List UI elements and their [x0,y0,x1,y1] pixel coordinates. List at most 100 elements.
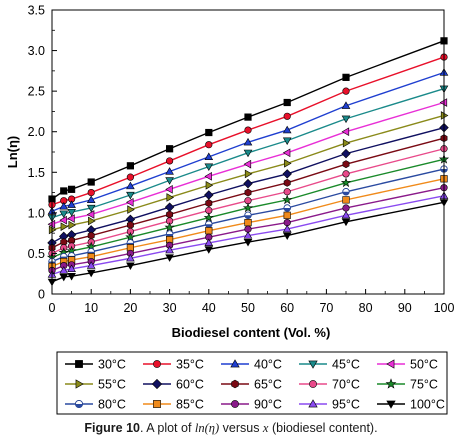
legend-entry: 55°C [65,378,126,392]
x-axis-label: Biodiesel content (Vol. %) [172,325,331,340]
data-point [283,112,291,120]
data-point [244,218,252,227]
data-point [341,115,351,124]
data-point [341,101,351,109]
data-point [204,152,214,160]
data-point [165,245,174,254]
data-point [205,227,213,235]
data-point [342,87,350,95]
legend-marker [309,380,317,388]
data-point [67,273,76,281]
data-point [203,212,214,223]
series-100°C [47,199,449,287]
legend-label: 35°C [176,358,204,372]
x-tick-label: 90 [398,301,412,315]
data-point [59,266,69,274]
data-point [284,159,292,168]
legend-label: 50°C [410,358,438,372]
legend-entry: 35°C [143,358,204,372]
data-point [59,215,67,225]
data-point [242,202,254,213]
caption-expr-ln-arg: (η) [204,421,220,435]
legend-label: 40°C [254,358,282,372]
legend-entry: 40°C [221,358,282,372]
legend-label: 85°C [176,398,204,412]
series-70°C [48,145,448,258]
legend-entry: 80°C [65,398,126,412]
legend-marker [308,399,318,408]
legend-entry: 70°C [299,378,360,392]
data-point [59,273,69,282]
caption-text-mid: versus [219,421,263,435]
series-45°C [47,85,449,223]
data-point [342,170,350,178]
legend-label: 80°C [98,398,126,412]
legend-label: 45°C [332,358,360,372]
data-point [86,269,96,278]
legend-marker [386,359,395,369]
legend-marker [230,359,240,368]
series-85°C [48,175,448,271]
chart: 0 10 20 30 40 50 60 70 80 90 100 0 0.5 1.0 1.5 2.0 2.5 3.… [5,4,454,415]
data-point [243,238,253,247]
caption-text-after: (biodiesel content). [268,421,378,435]
legend-marker [151,378,163,390]
data-point [283,204,291,212]
data-point [341,210,351,219]
data-point [282,232,292,240]
data-point [342,188,350,196]
data-point [205,220,213,228]
data-point [126,191,135,200]
data-point [243,149,253,158]
data-point [205,180,214,190]
legend-marker [75,379,84,389]
data-point [126,197,134,207]
data-point [126,262,135,270]
data-point [342,138,351,148]
data-point [67,200,76,208]
x-tick-label: 10 [84,301,98,315]
data-point [282,169,292,179]
data-point [244,169,253,179]
data-point [205,141,213,149]
caption-expr-x: x [262,421,269,435]
legend-label: 75°C [410,378,438,392]
data-point [87,188,95,197]
data-point [164,202,175,212]
data-point [165,177,174,185]
x-tick-label: 30 [163,301,177,315]
legend-marker [75,399,84,408]
data-point [204,246,214,254]
data-point [166,145,174,153]
data-point [342,160,350,169]
data-point [205,199,213,208]
data-point [244,126,252,134]
legend-label: 30°C [98,358,126,372]
data-point [282,137,292,146]
data-point [342,196,350,204]
legend-label: 95°C [332,398,360,412]
legend-entry: 90°C [221,398,282,412]
legend-label: 65°C [254,378,282,392]
data-point [244,188,252,197]
data-point [59,210,69,219]
data-point [86,195,96,203]
data-point [126,181,135,190]
legend-label: 70°C [332,378,360,392]
data-point [126,221,134,230]
legend-entry: 60°C [143,378,204,392]
caption-label: Figure 10 [84,421,140,435]
data-point [164,222,175,232]
y-tick-label: 1.5 [28,166,45,180]
legend-marker [231,379,239,389]
y-tick-label: 0 [38,288,45,302]
data-point [68,185,76,193]
data-point [87,178,95,186]
y-tick-label: 2.0 [28,125,45,139]
data-point [165,167,174,175]
legend-marker [308,360,318,369]
legend-entry: 45°C [299,358,360,372]
data-point [126,253,135,262]
data-point [205,128,213,137]
legend-entry: 65°C [221,378,282,392]
